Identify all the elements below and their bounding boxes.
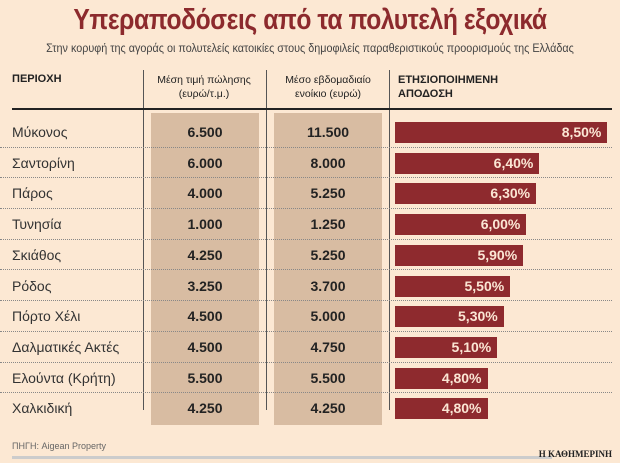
- yield-label: 4,80%: [441, 369, 482, 386]
- region-label: Πάρος: [12, 185, 53, 202]
- yield-label: 5,30%: [458, 308, 498, 325]
- table-row: Τυνησία 1.000 1.250 6,00%: [0, 209, 620, 240]
- yield-bar: 5,90%: [395, 244, 524, 266]
- region-label: Τυνησία: [12, 216, 62, 233]
- price-column-shade: [151, 113, 259, 425]
- yield-label: 8,50%: [561, 124, 602, 140]
- price-value: 6.500: [187, 124, 223, 140]
- rent-value: 8.000: [310, 154, 346, 171]
- rent-value: 5.250: [310, 246, 346, 263]
- footer-rule: [12, 456, 552, 459]
- yield-label: 5,90%: [477, 246, 518, 263]
- chart-subtitle: Στην κορυφή της αγοράς οι πολυτελείς κατ…: [46, 41, 574, 55]
- table-row: Πάρος 4.000 5.250 6,30%: [0, 178, 620, 210]
- row-separator: [0, 269, 612, 271]
- region-label: Δαλματικές Ακτές: [12, 338, 120, 355]
- price-value: 4.250: [187, 246, 223, 263]
- table-row: Ελούντα (Κρήτη) 5.500 5.500 4,80%: [0, 363, 620, 394]
- rent-value: 1.250: [310, 216, 346, 233]
- rent-value: 5.250: [310, 185, 346, 202]
- table-row: Σαντορίνη 6.000 8.000 6,40%: [0, 148, 620, 179]
- header-price: Μέση τιμή πώλησης (ευρώ/τ.μ.): [157, 74, 251, 100]
- table-row: Δαλματικές Ακτές 4.500 4.750 5,10%: [0, 332, 620, 363]
- price-value: 5.500: [187, 369, 223, 386]
- header-yield: ΕΤΗΣΙΟΠΟΙΗΜΕΝΗ ΑΠΟΔΟΣΗ: [398, 74, 499, 100]
- region-label: Ρόδος: [12, 277, 52, 294]
- table-row: Σκιάθος 4.250 5.250 5,90%: [0, 240, 620, 271]
- yield-bar: 6,00%: [395, 214, 527, 236]
- price-value: 1.000: [187, 216, 223, 233]
- header-rent: Μέσο εβδομαδιαίο ενοίκιο (ευρώ): [285, 74, 371, 100]
- region-label: Πόρτο Χέλι: [12, 308, 81, 325]
- divider: [389, 70, 390, 410]
- rent-value: 3.700: [310, 277, 346, 294]
- row-separator: [0, 208, 612, 210]
- rent-value: 4.250: [310, 400, 346, 417]
- row-separator: [0, 330, 612, 332]
- table-row: Ρόδος 3.250 3.700 5,50%: [0, 271, 620, 302]
- yield-label: 5,50%: [464, 277, 505, 294]
- header-rule: [12, 108, 612, 110]
- header-region: ΠΕΡΙΟΧΗ: [12, 73, 62, 85]
- table-row: Χαλκιδική 4.250 4.250 4,80%: [0, 393, 620, 424]
- rent-column-shade: [274, 113, 382, 425]
- table-row: Πόρτο Χέλι 4.500 5.000 5,30%: [0, 301, 620, 332]
- yield-bar: 4,80%: [395, 398, 488, 420]
- chart-title: Υπεραποδόσεις από τα πολυτελή εξοχικά: [73, 4, 547, 36]
- row-separator: [0, 177, 612, 179]
- table-row: Μύκονος 6.500 11.500 8,50%: [0, 117, 620, 148]
- yield-bar: 6,40%: [395, 152, 540, 174]
- yield-label: 5,10%: [451, 338, 492, 355]
- row-separator: [0, 238, 612, 240]
- region-label: Σκιάθος: [12, 246, 62, 263]
- region-label: Χαλκιδική: [12, 400, 73, 417]
- row-separator: [0, 361, 612, 363]
- rent-value: 5.000: [310, 308, 346, 325]
- price-value: 4.250: [187, 400, 223, 417]
- source-note: ΠΗΓΗ: Aigean Property: [12, 441, 106, 451]
- price-value: 4.500: [187, 308, 223, 325]
- row-separator: [0, 392, 612, 394]
- yield-bar: 6,30%: [395, 183, 537, 205]
- yield-label: 6,30%: [490, 185, 531, 202]
- yield-label: 4,80%: [441, 400, 482, 417]
- rent-value: 11.500: [306, 124, 350, 140]
- yield-label: 6,40%: [493, 154, 534, 171]
- region-label: Σαντορίνη: [12, 154, 75, 171]
- region-label: Μύκονος: [12, 124, 68, 140]
- rent-value: 4.750: [310, 338, 346, 355]
- row-separator: [0, 146, 612, 148]
- divider: [266, 70, 267, 410]
- yield-bar: 5,50%: [395, 275, 511, 297]
- yield-bar: 4,80%: [395, 367, 488, 389]
- publisher-logo: Η ΚΑΘΗΜΕΡΙΝΗ: [538, 449, 612, 459]
- region-label: Ελούντα (Κρήτη): [12, 369, 116, 386]
- rent-value: 5.500: [310, 369, 346, 386]
- yield-bar: 5,30%: [395, 306, 504, 328]
- price-value: 4.500: [187, 338, 223, 355]
- row-separator: [0, 300, 612, 302]
- yield-label: 6,00%: [480, 216, 521, 233]
- yield-bar: 8,50%: [395, 122, 608, 143]
- yield-bar: 5,10%: [395, 336, 498, 358]
- price-value: 4.000: [187, 185, 223, 202]
- divider: [143, 70, 144, 410]
- price-value: 3.250: [187, 277, 223, 294]
- price-value: 6.000: [187, 154, 223, 171]
